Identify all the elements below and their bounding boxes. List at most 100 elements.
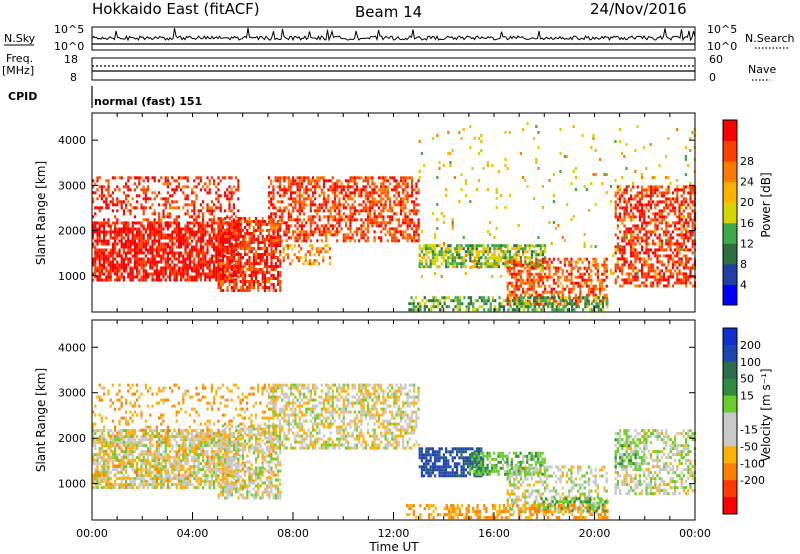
echo-cell <box>180 227 183 231</box>
echo-cell <box>210 221 213 225</box>
echo-cell <box>252 271 255 274</box>
echo-cell <box>423 244 426 248</box>
echo-cell <box>140 206 143 210</box>
echo-cell <box>224 271 227 274</box>
echo-cell <box>329 188 332 192</box>
echo-cell <box>142 263 145 267</box>
echo-cell <box>625 185 628 189</box>
echo-cell <box>623 233 626 237</box>
echo-cell <box>500 305 503 309</box>
echo-cell <box>627 230 630 234</box>
echo-cell <box>287 212 290 216</box>
echo-cell <box>272 221 275 225</box>
echo-cell <box>557 275 560 279</box>
echo-cell <box>98 185 101 189</box>
echo-cell <box>186 176 189 180</box>
echo-cell <box>353 188 356 192</box>
echo-cell <box>226 188 229 192</box>
echo-cell <box>140 263 143 267</box>
echo-cell <box>568 296 572 300</box>
echo-cell <box>530 293 533 297</box>
echo-cell <box>182 275 185 279</box>
echo-cell <box>336 227 339 231</box>
echo-cell <box>100 257 103 261</box>
echo-cell <box>561 287 564 291</box>
echo-cell <box>233 220 236 223</box>
echo-cell <box>142 278 145 282</box>
echo-cell <box>458 302 462 306</box>
echo-cell <box>296 209 299 213</box>
echo-cell <box>199 278 202 282</box>
echo-cell <box>406 233 409 237</box>
echo-cell <box>464 254 467 257</box>
echo-cell <box>153 227 156 231</box>
echo-cell <box>691 284 694 288</box>
echo-cell <box>377 200 381 204</box>
echo-cell <box>210 227 213 231</box>
echo-cell <box>118 254 121 258</box>
echo-cell <box>577 275 580 279</box>
echo-cell <box>195 278 198 282</box>
echo-cell <box>133 239 136 243</box>
echo-cell <box>257 223 260 226</box>
echo-cell <box>261 274 264 277</box>
echo-cell <box>504 164 507 167</box>
echo-cell <box>246 241 249 244</box>
echo-cell <box>539 284 542 288</box>
echo-cell <box>173 266 176 270</box>
echo-cell <box>272 277 275 280</box>
echo-cell <box>574 296 577 300</box>
echo-cell <box>162 266 165 270</box>
echo-cell <box>344 200 348 204</box>
echo-cell <box>469 247 472 251</box>
echo-cell <box>691 230 694 234</box>
echo-cell <box>195 245 198 249</box>
echo-cell <box>434 250 437 254</box>
echo-cell <box>440 250 443 254</box>
echo-cell <box>349 239 352 243</box>
echo-cell <box>625 278 628 282</box>
echo-cell <box>404 203 407 207</box>
echo-cell <box>285 233 288 237</box>
echo-cell <box>621 245 624 249</box>
echo-cell <box>533 308 536 312</box>
echo-cell <box>563 257 566 261</box>
echo-cell <box>94 272 97 276</box>
echo-cell <box>215 272 218 276</box>
echo-cell <box>579 257 582 261</box>
echo-cell <box>550 242 553 245</box>
echo-cell <box>475 253 478 257</box>
echo-cell <box>259 223 262 226</box>
echo-cell <box>136 251 139 255</box>
echo-cell <box>305 191 308 195</box>
echo-cell <box>440 253 443 257</box>
echo-cell <box>186 236 189 240</box>
echo-cell <box>241 283 244 286</box>
echo-cell <box>246 280 249 283</box>
echo-cell <box>663 215 666 219</box>
echo-cell <box>513 284 516 288</box>
echo-cell <box>388 221 392 225</box>
echo-cell <box>590 245 593 248</box>
echo-cell <box>171 188 174 192</box>
echo-cell <box>195 275 198 279</box>
echo-cell <box>551 296 554 300</box>
echo-cell <box>616 191 619 195</box>
echo-cell <box>300 176 304 180</box>
echo-cell <box>540 308 543 312</box>
echo-cell <box>107 242 110 246</box>
echo-cell <box>413 212 416 216</box>
echo-cell <box>204 251 207 255</box>
echo-cell <box>338 206 341 210</box>
echo-cell <box>636 257 639 261</box>
echo-cell <box>568 302 572 306</box>
echo-cell <box>204 263 207 267</box>
echo-cell <box>182 254 185 258</box>
echo-cell <box>98 272 101 276</box>
echo-cell <box>671 236 674 240</box>
scatter-region-0 <box>92 221 240 282</box>
echo-cell <box>603 287 606 291</box>
echo-cell <box>585 284 588 288</box>
echo-cell <box>458 299 462 303</box>
echo-cell <box>327 179 330 183</box>
